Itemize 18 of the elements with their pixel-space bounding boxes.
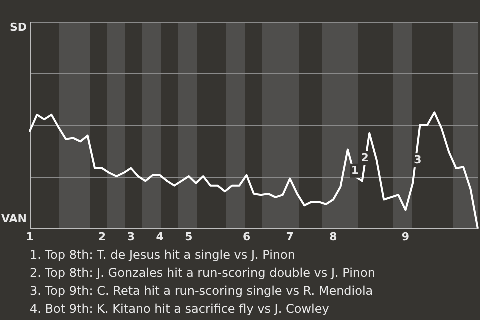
text: 2. Top 8th: J. Gonzales hit a run-scoring double vs J. Pinon: [30, 265, 376, 282]
text: SD: [10, 20, 27, 34]
x-tick-label: 3: [127, 230, 135, 244]
x-tick-label: 5: [185, 230, 193, 244]
x-tick-label: 9: [402, 230, 410, 244]
text: 3. Top 9th: C. Reta hit a run-scoring single vs R. Mendiola: [30, 283, 374, 300]
x-tick-label: 8: [330, 230, 338, 244]
annotation: 2: [361, 151, 369, 164]
x-tick-label: 4: [156, 230, 164, 244]
text: VAN: [2, 212, 27, 226]
text: 1. Top 8th: T. de Jesus hit a single vs J. Pinon: [30, 247, 296, 264]
annotation: 3: [414, 153, 422, 166]
x-tick-label: 6: [242, 230, 251, 244]
text: 4. Bot 9th: K. Kitano hit a sacrifice fly vs J. Cowley: [30, 301, 330, 318]
annotation: 1: [351, 164, 360, 177]
x-tick-label: 7: [286, 230, 294, 244]
x-tick-label: 1: [26, 230, 34, 244]
x-tick-label: 2: [98, 230, 106, 244]
